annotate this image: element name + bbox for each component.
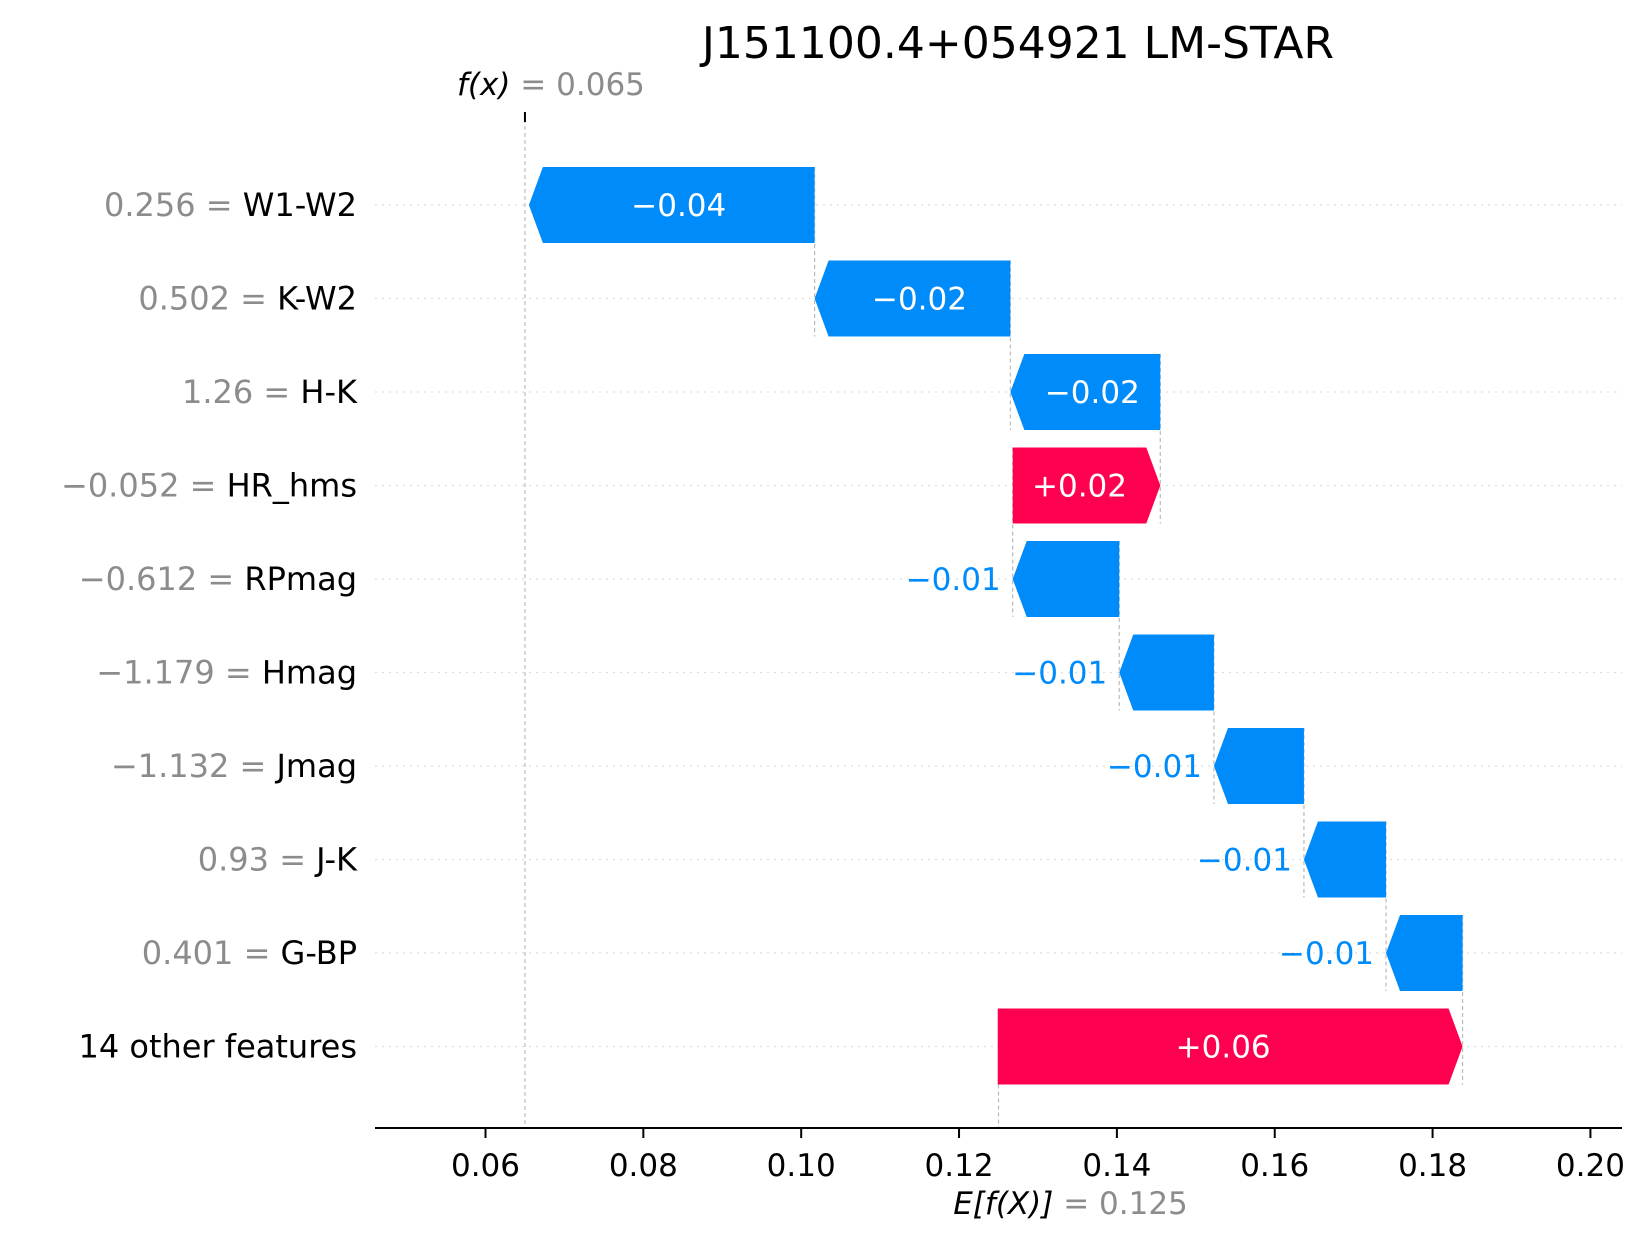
feature-label: 0.401 = G-BP <box>142 934 357 972</box>
waterfall-bar <box>1213 728 1304 804</box>
feature-label: −1.179 = Hmag <box>96 654 357 692</box>
bar-value-label: −0.02 <box>1045 375 1140 411</box>
feature-name: Hmag <box>262 654 357 692</box>
x-tick-label: 0.20 <box>1556 1148 1625 1184</box>
waterfall-bar <box>528 167 815 243</box>
bar-value-label: −0.01 <box>1012 656 1107 692</box>
bar-value-label: −0.04 <box>631 188 726 224</box>
efx-value: 0.125 <box>1099 1186 1188 1222</box>
feature-name: RPmag <box>244 560 357 598</box>
feature-name: W1-W2 <box>243 186 357 224</box>
feature-value: 0.401 = <box>142 934 281 972</box>
x-tick-label: 0.10 <box>767 1148 836 1184</box>
fx-equals: = <box>510 67 556 103</box>
waterfall-bar <box>1012 541 1120 617</box>
waterfall-bar <box>1386 915 1463 991</box>
x-tick-label: 0.12 <box>925 1148 994 1184</box>
feature-value: −0.052 = <box>61 467 227 505</box>
x-tick-label: 0.14 <box>1082 1148 1151 1184</box>
bars <box>528 167 1463 1085</box>
feature-label: −0.052 = HR_hms <box>61 467 357 505</box>
feature-value: 0.93 = <box>198 841 316 879</box>
feature-value: 1.26 = <box>182 373 300 411</box>
feature-label: 0.93 = J-K <box>198 841 358 879</box>
feature-label: −0.612 = RPmag <box>79 560 357 598</box>
waterfall-bar <box>1012 447 1161 524</box>
waterfall-bar <box>1303 821 1387 898</box>
feature-label: 1.26 = H-K <box>182 373 358 411</box>
fx-label: f(x) <box>457 67 510 103</box>
feature-label: 14 other features <box>78 1028 357 1066</box>
bar-value-label: +0.06 <box>1176 1030 1271 1066</box>
x-axis-ticks: 0.06 0.08 0.10 0.12 0.14 0.16 0.18 0.20 <box>451 1128 1625 1184</box>
efx-equals: = <box>1053 1186 1099 1222</box>
bar-value-label: −0.01 <box>1197 843 1292 879</box>
bar-value-label: −0.01 <box>1279 936 1374 972</box>
feature-name: K-W2 <box>277 280 357 318</box>
feature-label: 0.256 = W1-W2 <box>104 186 357 224</box>
waterfall-bar <box>1119 634 1214 711</box>
x-tick-label: 0.08 <box>609 1148 678 1184</box>
feature-value: −1.132 = <box>111 747 277 785</box>
feature-value: −1.179 = <box>96 654 262 692</box>
bar-labels: −0.04 −0.02 −0.02 +0.02 −0.01 −0.01 −0.01 −0.01… <box>631 188 1374 1066</box>
feature-name: Jmag <box>274 747 357 785</box>
feature-name: J-K <box>314 841 358 879</box>
fx-annotation: f(x) = 0.065 <box>457 67 645 103</box>
feature-label: 0.502 = K-W2 <box>138 280 357 318</box>
feature-value: −0.612 = <box>79 560 245 598</box>
x-tick-label: 0.06 <box>451 1148 520 1184</box>
bar-value-label: −0.02 <box>872 282 967 318</box>
feature-name: G-BP <box>281 934 357 972</box>
feature-label: −1.132 = Jmag <box>111 747 357 785</box>
bar-value-label: +0.02 <box>1032 469 1127 505</box>
feature-value: 0.502 = <box>138 280 277 318</box>
chart-title: J151100.4+054921 LM-STAR <box>699 18 1334 69</box>
feature-name: 14 other features <box>78 1028 357 1066</box>
fx-value: 0.065 <box>556 67 645 103</box>
feature-name: H-K <box>300 373 358 411</box>
bar-value-label: −0.01 <box>906 562 1001 598</box>
efx-label: E[f(X)] <box>953 1186 1053 1222</box>
feature-name: HR_hms <box>227 467 357 505</box>
waterfall-bar <box>997 1008 1463 1085</box>
feature-labels: 0.256 = W1-W2 0.502 = K-W2 1.26 = H-K −0.05… <box>61 186 358 1066</box>
efx-annotation: E[f(X)] = 0.125 <box>953 1186 1188 1222</box>
x-tick-label: 0.16 <box>1240 1148 1309 1184</box>
feature-value: 0.256 = <box>104 186 243 224</box>
waterfall-bar <box>1010 354 1161 430</box>
x-tick-label: 0.18 <box>1398 1148 1467 1184</box>
waterfall-bar <box>814 260 1011 337</box>
bar-value-label: −0.01 <box>1107 749 1202 785</box>
